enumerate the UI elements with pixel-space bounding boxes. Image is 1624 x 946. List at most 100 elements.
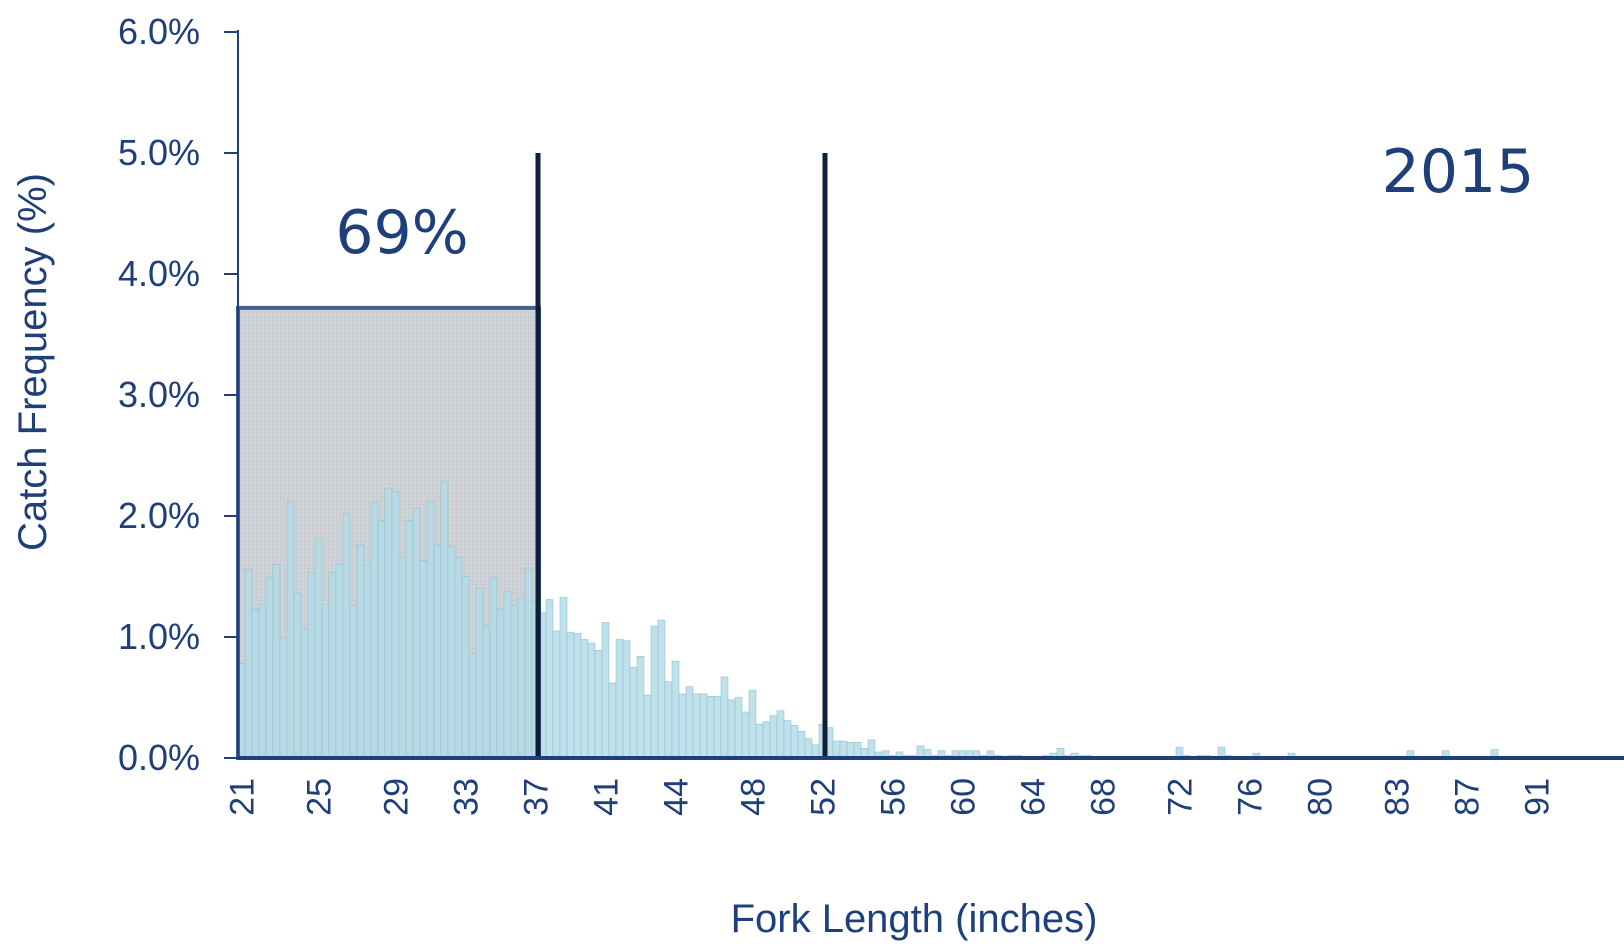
bar — [426, 501, 435, 759]
bar — [377, 520, 386, 759]
bar — [349, 605, 358, 759]
x-tick-label: 44 — [658, 778, 696, 816]
bar — [832, 740, 841, 759]
bar — [258, 604, 267, 759]
y-tick-label: 0.0% — [118, 737, 200, 778]
bar — [461, 576, 470, 759]
bar — [370, 502, 379, 759]
bar — [769, 715, 778, 759]
bar — [573, 633, 582, 759]
bar — [699, 693, 708, 759]
x-tick-label: 64 — [1015, 778, 1053, 816]
x-tick-label: 56 — [875, 778, 913, 816]
bar — [776, 710, 785, 759]
bar — [475, 588, 484, 759]
x-tick-label: 68 — [1085, 778, 1123, 816]
bar — [853, 741, 862, 759]
bar — [783, 720, 792, 759]
bar — [314, 538, 323, 759]
bar — [489, 577, 498, 759]
x-tick-label: 33 — [448, 778, 486, 816]
bar — [433, 544, 442, 759]
y-tick-label: 1.0% — [118, 616, 200, 657]
x-tick-label: 37 — [518, 778, 556, 816]
bar — [286, 502, 295, 759]
y-tick-label: 6.0% — [118, 11, 200, 52]
bar — [419, 560, 428, 759]
bar — [265, 577, 274, 759]
bar — [279, 637, 288, 759]
bar — [657, 619, 666, 759]
bar — [391, 491, 400, 759]
bar — [384, 487, 393, 759]
bar — [559, 596, 568, 759]
bar — [650, 625, 659, 759]
x-tick-label: 48 — [735, 778, 773, 816]
y-tick-label: 4.0% — [118, 253, 200, 294]
bar — [608, 682, 617, 759]
bar — [713, 695, 722, 759]
bar — [741, 711, 750, 759]
bar — [496, 608, 505, 759]
y-tick-label: 5.0% — [118, 132, 200, 173]
bar — [580, 639, 589, 759]
bar — [587, 642, 596, 759]
x-tick-label: 83 — [1379, 778, 1417, 816]
bar — [335, 564, 344, 759]
bar — [804, 738, 813, 759]
bar — [629, 666, 638, 759]
bar — [307, 572, 316, 759]
percent-annotation: 69% — [335, 198, 468, 268]
bar — [447, 545, 456, 759]
year-annotation: 2015 — [1382, 137, 1535, 207]
bar — [482, 625, 491, 759]
bar — [734, 697, 743, 759]
bar — [251, 608, 260, 759]
bar — [524, 567, 533, 759]
y-tick-label: 3.0% — [118, 374, 200, 415]
bar — [692, 693, 701, 759]
bar — [356, 544, 365, 759]
x-tick-label: 72 — [1162, 778, 1200, 816]
bar — [664, 681, 673, 759]
y-tick-label: 2.0% — [118, 495, 200, 536]
bar — [328, 572, 337, 759]
x-tick-label: 41 — [588, 778, 626, 816]
bar — [846, 741, 855, 759]
bar — [412, 508, 421, 759]
bar — [272, 564, 281, 759]
bar — [517, 597, 526, 759]
x-tick-label: 60 — [945, 778, 983, 816]
bar — [671, 660, 680, 759]
bar — [748, 689, 757, 759]
bar — [615, 639, 624, 759]
bar — [594, 650, 603, 759]
bar — [790, 725, 799, 759]
bar — [566, 631, 575, 759]
bar — [454, 556, 463, 759]
x-tick-label: 91 — [1519, 778, 1557, 816]
y-axis-label: Catch Frequency (%) — [11, 173, 55, 551]
bar — [727, 699, 736, 759]
bar — [468, 653, 477, 759]
bar — [244, 568, 253, 759]
x-tick-label: 25 — [301, 778, 339, 816]
bar — [552, 630, 561, 759]
bar — [503, 590, 512, 759]
bar — [643, 694, 652, 759]
x-tick-label: 21 — [224, 778, 262, 816]
x-tick-label: 80 — [1302, 778, 1340, 816]
bar — [510, 605, 519, 759]
x-axis-label: Fork Length (inches) — [731, 897, 1098, 941]
bar — [545, 599, 554, 759]
x-tick-label: 29 — [378, 778, 416, 816]
bar — [839, 740, 848, 759]
bar — [867, 739, 876, 759]
x-tick-label: 76 — [1232, 778, 1270, 816]
bar — [797, 731, 806, 759]
bar — [321, 604, 330, 759]
bar — [678, 693, 687, 759]
bar — [405, 520, 414, 759]
bar — [755, 723, 764, 759]
